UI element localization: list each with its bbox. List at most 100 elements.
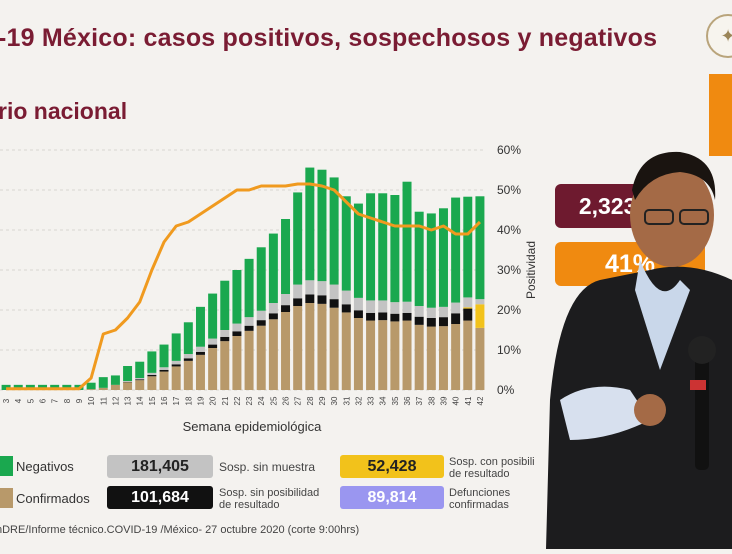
- bar-segment: [160, 370, 169, 372]
- x-tick-label: 42: [476, 396, 485, 405]
- right-tick-label: 50%: [497, 183, 521, 197]
- x-tick-label: 21: [221, 396, 230, 405]
- confirmed-legend-swatch: [0, 488, 13, 508]
- bar-segment: [232, 324, 241, 332]
- x-tick-label: 17: [172, 396, 181, 405]
- con-posibilidad-value: 52,428: [340, 455, 444, 478]
- x-tick-label: 3: [2, 398, 11, 403]
- bar-segment: [342, 291, 351, 305]
- bar-segment: [111, 375, 120, 384]
- bar-segment: [366, 313, 375, 321]
- footer-source: nDRE/Informe técnico.COVID-19 /México- 2…: [0, 524, 359, 536]
- bar-segment: [208, 345, 217, 348]
- negatives-legend-swatch: [0, 456, 13, 476]
- right-tick-label: 60%: [497, 143, 521, 157]
- bar-segment: [135, 362, 144, 378]
- con-posibilidad-label: Sosp. con posibili de resultado: [449, 456, 535, 480]
- bar-segment: [269, 303, 278, 313]
- bar-segment: [172, 333, 181, 360]
- page-title: -19 México: casos positivos, sospechosos…: [0, 24, 657, 53]
- bar-segment: [451, 313, 460, 324]
- x-tick-label: 10: [87, 396, 96, 405]
- bar-segment: [172, 366, 181, 390]
- bar-segment: [281, 312, 290, 390]
- bar-segment: [475, 328, 484, 390]
- bar-segment: [184, 361, 193, 390]
- bar-segment: [475, 196, 484, 299]
- right-axis-label: Positividad: [524, 241, 538, 299]
- bar-segment: [245, 331, 254, 390]
- bar-segment: [245, 317, 254, 326]
- right-tick-labels: 0%10%20%30%40%50%60%: [497, 143, 521, 397]
- x-tick-label: 33: [367, 396, 376, 405]
- x-tick-label: 27: [294, 396, 303, 405]
- bar-segment: [463, 307, 472, 308]
- bar-segment: [415, 306, 424, 317]
- bar-segment: [281, 294, 290, 305]
- bar-segment: [135, 378, 144, 379]
- bar-segment: [451, 303, 460, 314]
- bar-segment: [378, 312, 387, 320]
- bar-segment: [269, 234, 278, 303]
- bar-segment: [366, 193, 375, 300]
- bar-segment: [220, 341, 229, 390]
- confirmed-legend-label: Confirmados: [16, 491, 90, 506]
- bar-segment: [160, 345, 169, 368]
- x-tick-label: 35: [391, 396, 400, 405]
- x-tick-label: 40: [452, 396, 461, 405]
- bar-segment: [196, 355, 205, 390]
- speaker-figure: [540, 140, 732, 549]
- government-seal-icon: ✦: [706, 14, 732, 58]
- x-tick-label: 9: [75, 398, 84, 403]
- bar-segment: [147, 351, 156, 372]
- right-tick-label: 30%: [497, 263, 521, 277]
- x-tick-label: 34: [379, 396, 388, 405]
- bar-segment: [475, 299, 484, 304]
- x-tick-label: 39: [439, 396, 448, 405]
- x-tick-label: 11: [99, 396, 108, 405]
- bar-segment: [99, 388, 108, 390]
- x-axis-label: Semana epidemiológica: [183, 419, 323, 434]
- bar-segment: [463, 321, 472, 390]
- bar-segment: [305, 280, 314, 294]
- bar-segment: [403, 182, 412, 302]
- bar-segment: [147, 373, 156, 375]
- bar-segment: [269, 313, 278, 319]
- bar-segment: [330, 285, 339, 300]
- sin-posibilidad-value: 101,684: [107, 486, 213, 509]
- bar-segment: [172, 361, 181, 364]
- bar-segment: [160, 372, 169, 390]
- x-tick-label: 22: [233, 396, 242, 405]
- bar-segment: [403, 302, 412, 313]
- x-tick-label: 30: [330, 396, 339, 405]
- bar-segment: [390, 195, 399, 302]
- defunciones-label: Defunciones confirmadas: [449, 487, 510, 511]
- bar-segment: [281, 305, 290, 312]
- sin-posibilidad-label-line1: Sosp. sin posibilidad: [219, 487, 319, 499]
- bar-segment: [366, 300, 375, 312]
- bar-segment: [403, 313, 412, 321]
- bar-segment: [281, 219, 290, 294]
- bar-segment: [317, 295, 326, 304]
- bar-segment: [257, 320, 266, 326]
- x-tick-label: 19: [196, 396, 205, 405]
- bar-segment: [342, 304, 351, 312]
- bar-segment: [208, 339, 217, 345]
- bar-segment: [378, 320, 387, 390]
- sin-posibilidad-label: Sosp. sin posibilidad de resultado: [219, 487, 319, 511]
- sin-posibilidad-label-line2: de resultado: [219, 499, 319, 511]
- bar-segment: [232, 331, 241, 336]
- x-tick-label: 38: [427, 396, 436, 405]
- con-posibilidad-label-line1: Sosp. con posibili: [449, 456, 535, 468]
- x-tick-label: 32: [354, 396, 363, 405]
- bar-segment: [439, 317, 448, 326]
- x-tick-label: 18: [184, 396, 193, 405]
- bar-segment: [439, 326, 448, 390]
- x-tick-label: 5: [26, 398, 35, 403]
- defunciones-value: 89,814: [340, 486, 444, 509]
- bar-segment: [208, 294, 217, 339]
- bar-segment: [427, 327, 436, 390]
- x-tick-label: 36: [403, 396, 412, 405]
